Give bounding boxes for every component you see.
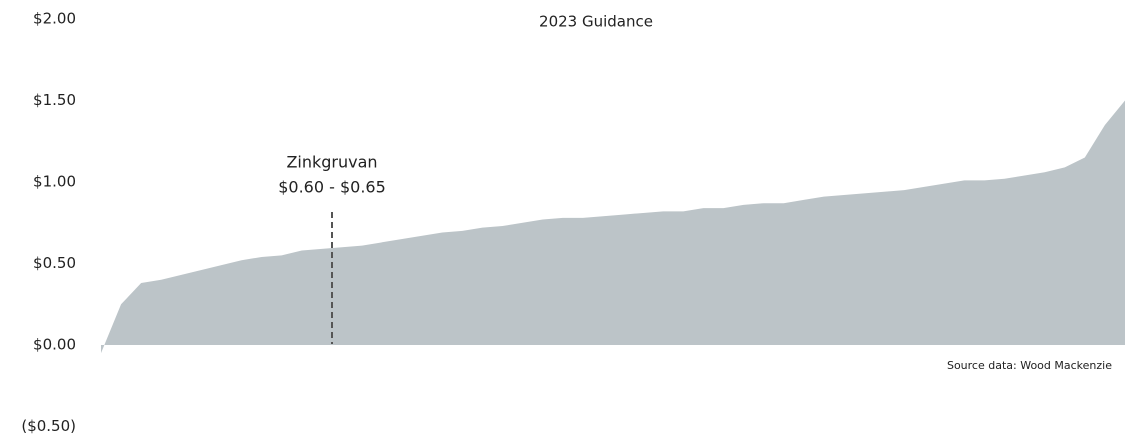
y-tick-label: $1.50 [33, 91, 76, 109]
y-tick-label: ($0.50) [21, 417, 76, 435]
area [101, 100, 1125, 354]
annotation-range: $0.60 - $0.65 [278, 178, 386, 197]
y-tick-label: $2.00 [33, 10, 76, 28]
y-tick-label: $0.00 [33, 336, 76, 354]
y-tick-label: $1.00 [33, 173, 76, 191]
chart-title: 2023 Guidance [539, 13, 653, 31]
plot-area [101, 100, 1125, 354]
y-tick-label: $0.50 [33, 254, 76, 272]
source-note: Source data: Wood Mackenzie [947, 359, 1112, 372]
annotation-label: Zinkgruvan [286, 153, 377, 172]
